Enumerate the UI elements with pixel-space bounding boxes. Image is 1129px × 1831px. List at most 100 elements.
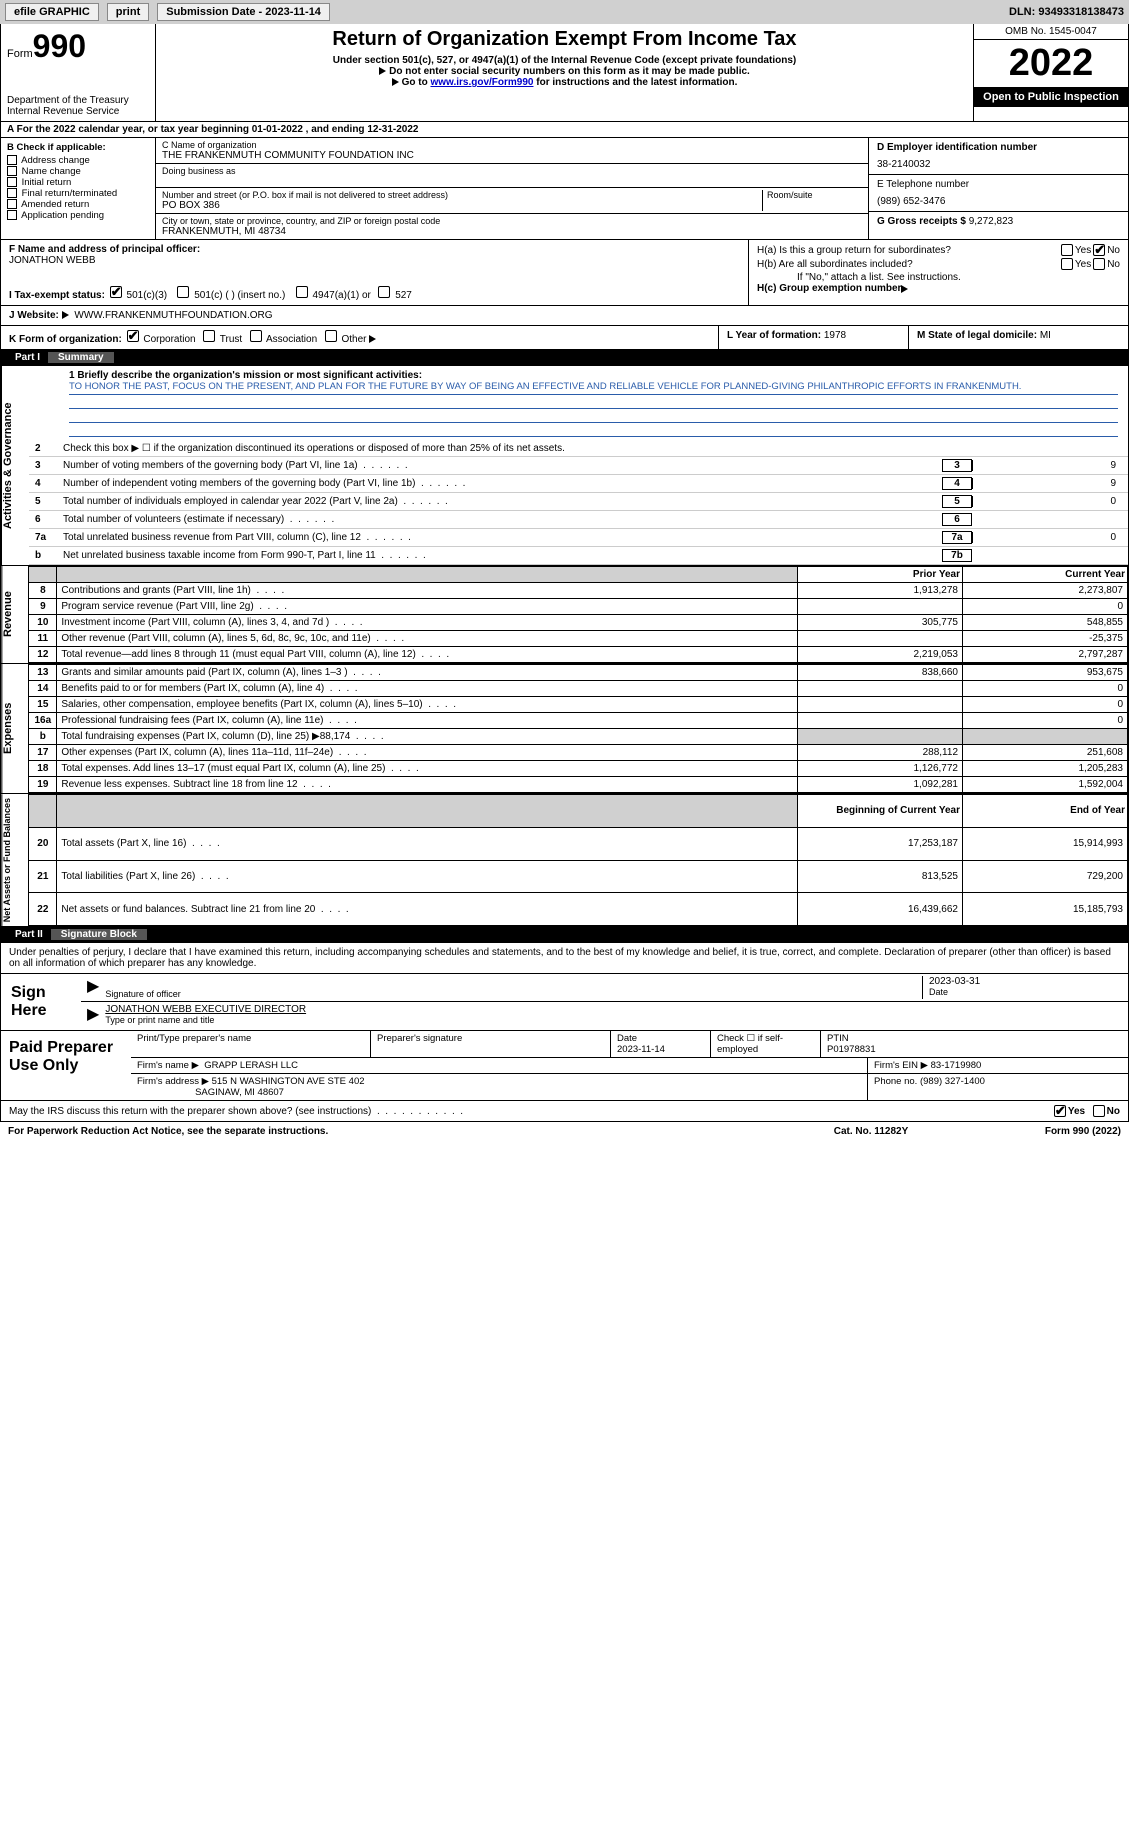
summary-row: 2Check this box ▶ ☐ if the organization …: [29, 441, 1128, 457]
prep-date: 2023-11-14: [617, 1044, 665, 1055]
opt-501c: 501(c) ( ) (insert no.): [194, 290, 285, 301]
arrow-icon: ▶: [87, 1004, 99, 1025]
l-label: L Year of formation:: [727, 330, 821, 341]
b-option: Initial return: [7, 177, 149, 188]
chk-trust[interactable]: [203, 330, 215, 342]
table-row: 12Total revenue—add lines 8 through 11 (…: [29, 647, 1128, 663]
checkbox-4947[interactable]: [296, 286, 308, 298]
table-row: 13Grants and similar amounts paid (Part …: [29, 665, 1128, 681]
phone-label: E Telephone number: [877, 179, 1120, 190]
summary-row: 5Total number of individuals employed in…: [29, 493, 1128, 511]
chk-corp[interactable]: [127, 330, 139, 342]
mission-label: 1 Briefly describe the organization's mi…: [69, 370, 422, 381]
date-label: Date: [929, 987, 1122, 997]
firm-phone-label: Phone no.: [874, 1076, 917, 1087]
prep-sig-label: Preparer's signature: [371, 1031, 611, 1057]
part2-title: Signature Block: [51, 929, 147, 940]
ha-no[interactable]: [1093, 244, 1105, 256]
b-option: Amended return: [7, 199, 149, 210]
table-row: 10Investment income (Part VIII, column (…: [29, 615, 1128, 631]
efile-button[interactable]: efile GRAPHIC: [5, 3, 99, 21]
sign-here-label: Sign Here: [1, 974, 81, 1030]
phone-value: (989) 652-3476: [877, 196, 1120, 207]
firm-name: GRAPP LERASH LLC: [204, 1060, 298, 1071]
triangle-icon: [62, 311, 69, 319]
discuss-yes[interactable]: [1054, 1105, 1066, 1117]
checkbox-501c[interactable]: [177, 286, 189, 298]
city-state-zip: FRANKENMUTH, MI 48734: [162, 226, 862, 237]
print-button[interactable]: print: [107, 3, 149, 21]
checkbox[interactable]: [7, 210, 17, 220]
expenses-table: 13Grants and similar amounts paid (Part …: [28, 664, 1128, 793]
b-option: Application pending: [7, 210, 149, 221]
gross-receipts: 9,272,823: [969, 216, 1014, 227]
checkbox[interactable]: [7, 166, 17, 176]
arrow-icon: ▶: [87, 976, 99, 999]
irs-label: Internal Revenue Service: [7, 106, 149, 117]
self-employed-check: Check ☐ if self-employed: [711, 1031, 821, 1057]
ha-label: H(a) Is this a group return for subordin…: [757, 245, 1059, 256]
paperwork-notice: For Paperwork Reduction Act Notice, see …: [8, 1126, 771, 1137]
table-row: 11Other revenue (Part VIII, column (A), …: [29, 631, 1128, 647]
irs-link[interactable]: www.irs.gov/Form990: [430, 77, 533, 88]
table-row: 14Benefits paid to or for members (Part …: [29, 681, 1128, 697]
table-row: bTotal fundraising expenses (Part IX, co…: [29, 729, 1128, 745]
mission-text: TO HONOR THE PAST, FOCUS ON THE PRESENT,…: [69, 381, 1118, 395]
section-fh: F Name and address of principal officer:…: [0, 240, 1129, 306]
checkbox-527[interactable]: [378, 286, 390, 298]
row-klm: K Form of organization: Corporation Trus…: [0, 326, 1129, 350]
dept-treasury: Department of the Treasury: [7, 95, 149, 106]
netassets-table: Beginning of Current YearEnd of Year20To…: [28, 794, 1128, 926]
b-label: B Check if applicable:: [7, 142, 149, 153]
checkbox[interactable]: [7, 177, 17, 187]
part1-header: Part I Summary: [0, 350, 1129, 366]
chk-assoc[interactable]: [250, 330, 262, 342]
table-row: 18Total expenses. Add lines 13–17 (must …: [29, 761, 1128, 777]
prep-date-label: Date: [617, 1033, 637, 1044]
topbar: efile GRAPHIC print Submission Date - 20…: [0, 0, 1129, 24]
street-address: PO BOX 386: [162, 200, 762, 211]
sub3-pre: Go to: [402, 77, 431, 88]
tax-year: 2022: [974, 40, 1128, 87]
officer-printed-name: JONATHON WEBB EXECUTIVE DIRECTOR: [105, 1004, 1122, 1015]
summary-row: 3Number of voting members of the governi…: [29, 457, 1128, 475]
room-label: Room/suite: [767, 190, 862, 200]
vtab-governance: Activities & Governance: [1, 366, 29, 565]
checkbox[interactable]: [7, 188, 17, 198]
b-option: Name change: [7, 166, 149, 177]
ein-label: D Employer identification number: [877, 142, 1120, 153]
checkbox-501c3[interactable]: [110, 286, 122, 298]
summary-row: 4Number of independent voting members of…: [29, 475, 1128, 493]
part1-title: Summary: [48, 352, 114, 363]
m-label: M State of legal domicile:: [917, 330, 1037, 341]
opt-501c3: 501(c)(3): [127, 290, 168, 301]
ha-yes[interactable]: [1061, 244, 1073, 256]
summary-row: bNet unrelated business taxable income f…: [29, 547, 1128, 565]
year-formation: 1978: [824, 330, 846, 341]
hb-yes[interactable]: [1061, 258, 1073, 270]
checkbox[interactable]: [7, 199, 17, 209]
subtitle-1: Under section 501(c), 527, or 4947(a)(1)…: [164, 55, 965, 66]
table-row: 17Other expenses (Part IX, column (A), l…: [29, 745, 1128, 761]
checkbox[interactable]: [7, 155, 17, 165]
firm-ein-label: Firm's EIN ▶: [874, 1060, 928, 1071]
officer-name: JONATHON WEBB: [9, 255, 740, 266]
dln: DLN: 93493318138473: [1009, 6, 1124, 18]
form-header: Form990 Department of the Treasury Inter…: [0, 24, 1129, 122]
j-label: J Website:: [9, 310, 59, 321]
table-row: 15Salaries, other compensation, employee…: [29, 697, 1128, 713]
dba-label: Doing business as: [162, 166, 862, 176]
part2-header: Part II Signature Block: [0, 927, 1129, 943]
hb-no[interactable]: [1093, 258, 1105, 270]
firm-label: Firm's name ▶: [137, 1060, 199, 1071]
b-option: Address change: [7, 155, 149, 166]
discuss-no[interactable]: [1093, 1105, 1105, 1117]
sig-date: 2023-03-31: [929, 976, 1122, 987]
name-title-label: Type or print name and title: [105, 1015, 1122, 1025]
omb-number: OMB No. 1545-0047: [974, 24, 1128, 40]
ein-value: 38-2140032: [877, 159, 1120, 170]
form-footer: Form 990 (2022): [971, 1126, 1121, 1137]
chk-other[interactable]: [325, 330, 337, 342]
ptin-value: P01978831: [827, 1044, 876, 1055]
website-url: WWW.FRANKENMUTHFOUNDATION.ORG: [74, 310, 272, 321]
